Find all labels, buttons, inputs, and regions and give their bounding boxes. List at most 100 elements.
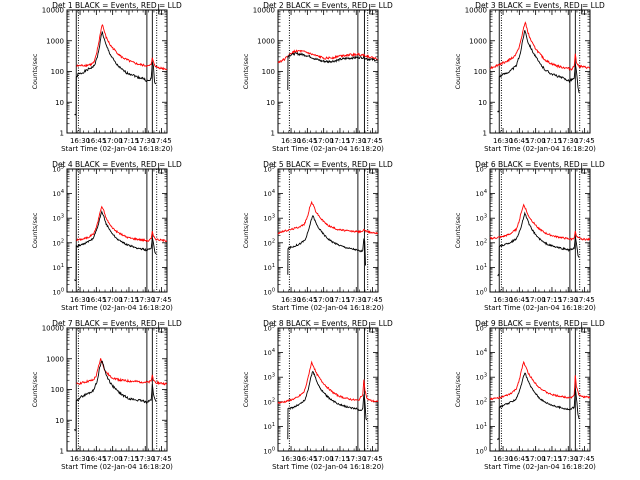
x-tick-label: 17:15 xyxy=(119,137,139,145)
y-tick-label: 104 xyxy=(264,189,275,198)
y-tick-label: 1 xyxy=(60,130,64,138)
series-events-line xyxy=(74,360,157,432)
y-tick-label: 1000 xyxy=(46,355,64,363)
x-axis-label: Start Time (02-Jan-04 16:18:20) xyxy=(484,304,596,312)
y-tick-label: 105 xyxy=(53,165,64,174)
y-tick-label: 103 xyxy=(53,214,64,223)
panel-det-8: Det 8 BLACK = Events, RED = LLD Counts/se… xyxy=(242,319,393,471)
x-tick-label: 16:45 xyxy=(86,296,106,304)
y-tick-label: 102 xyxy=(476,397,487,406)
y-tick-label: 1 xyxy=(483,130,487,138)
x-tick-label: 17:00 xyxy=(314,137,334,145)
y-tick-label: 1 xyxy=(60,448,64,456)
x-tick-label: 16:30 xyxy=(493,296,513,304)
plot-frame xyxy=(277,327,379,452)
panel-det-6: Det 6 BLACK = Events, RED = LLD Counts/se… xyxy=(454,160,605,312)
series-lld-line xyxy=(76,358,168,386)
y-tick-label: 10000 xyxy=(253,7,275,15)
x-tick-label: 17:45 xyxy=(574,455,594,463)
x-axis-label: Start Time (02-Jan-04 16:18:20) xyxy=(272,304,384,312)
x-axis-label: Start Time (02-Jan-04 16:18:20) xyxy=(61,304,173,312)
x-tick-label: 17:45 xyxy=(362,296,382,304)
series-lld-line xyxy=(489,360,590,401)
x-tick-label: 17:45 xyxy=(151,137,171,145)
panel-title: Det 5 BLACK = Events, RED = LLD xyxy=(263,160,393,169)
plot-frame xyxy=(277,9,379,134)
x-tick-label: 17:15 xyxy=(542,296,562,304)
x-tick-label: 17:30 xyxy=(346,137,366,145)
x-tick-label: 17:00 xyxy=(526,455,546,463)
x-tick-label: 17:00 xyxy=(526,296,546,304)
panel-title: Det 2 BLACK = Events, RED = LLD xyxy=(263,1,393,10)
x-axis-label: Start Time (02-Jan-04 16:18:20) xyxy=(61,463,173,471)
y-axis-label: Counts/sec xyxy=(31,212,39,248)
x-tick-label: 16:30 xyxy=(70,296,90,304)
y-tick-label: 10 xyxy=(266,99,275,107)
y-tick-label: 104 xyxy=(264,348,275,357)
x-tick-label: 16:30 xyxy=(281,137,301,145)
series-events-line xyxy=(74,210,157,282)
y-axis-label: Counts/sec xyxy=(31,53,39,89)
interval-bracket xyxy=(369,4,375,15)
series-lld-line xyxy=(76,205,167,243)
y-tick-label: 100 xyxy=(264,447,275,456)
x-tick-label: 17:00 xyxy=(526,137,546,145)
y-tick-label: 102 xyxy=(264,238,275,247)
y-tick-label: 100 xyxy=(264,288,275,297)
y-tick-label: 104 xyxy=(476,348,487,357)
series-events-line xyxy=(287,52,379,91)
x-tick-label: 16:30 xyxy=(493,137,513,145)
x-tick-label: 16:45 xyxy=(297,296,317,304)
x-tick-label: 16:30 xyxy=(493,455,513,463)
panel-title: Det 4 BLACK = Events, RED = LLD xyxy=(52,160,182,169)
x-tick-label: 17:15 xyxy=(330,137,350,145)
y-axis-label: Counts/sec xyxy=(454,371,462,407)
panel-title: Det 1 BLACK = Events, RED = LLD xyxy=(52,1,182,10)
y-tick-label: 105 xyxy=(264,324,275,333)
y-tick-label: 101 xyxy=(476,263,487,272)
x-tick-label: 17:15 xyxy=(119,296,139,304)
y-tick-label: 10 xyxy=(55,99,64,107)
x-axis-label: Start Time (02-Jan-04 16:18:20) xyxy=(484,145,596,153)
x-axis-label: Start Time (02-Jan-04 16:18:20) xyxy=(272,463,384,471)
panel-title: Det 3 BLACK = Events, RED = LLD xyxy=(475,1,605,10)
y-tick-label: 100 xyxy=(262,68,275,76)
panel-det-9: Det 9 BLACK = Events, RED = LLD Counts/se… xyxy=(454,319,605,471)
y-tick-label: 103 xyxy=(264,373,275,382)
x-tick-label: 17:45 xyxy=(362,137,382,145)
panel-title: Det 8 BLACK = Events, RED = LLD xyxy=(263,319,393,328)
x-axis-label: Start Time (02-Jan-04 16:18:20) xyxy=(484,463,596,471)
plot-frame xyxy=(489,168,591,293)
y-tick-label: 101 xyxy=(476,422,487,431)
y-tick-label: 100 xyxy=(53,288,64,297)
plot-frame xyxy=(489,327,591,452)
x-tick-label: 17:30 xyxy=(346,296,366,304)
x-tick-label: 17:15 xyxy=(330,455,350,463)
x-tick-label: 16:45 xyxy=(509,296,529,304)
x-tick-label: 16:30 xyxy=(281,296,301,304)
x-tick-label: 16:45 xyxy=(86,137,106,145)
y-axis-label: Counts/sec xyxy=(454,53,462,89)
series-events-line xyxy=(497,30,580,113)
series-lld-line xyxy=(277,49,379,64)
y-axis-label: Counts/sec xyxy=(242,53,250,89)
x-tick-label: 17:30 xyxy=(135,137,155,145)
x-tick-label: 17:30 xyxy=(558,296,578,304)
x-axis-label: Start Time (02-Jan-04 16:18:20) xyxy=(61,145,173,153)
y-tick-label: 103 xyxy=(264,214,275,223)
interval-bracket xyxy=(158,163,164,174)
x-tick-label: 17:00 xyxy=(103,137,123,145)
y-tick-label: 1000 xyxy=(257,37,275,45)
y-axis-label: Counts/sec xyxy=(242,212,250,248)
y-tick-label: 1 xyxy=(271,130,275,138)
x-tick-label: 17:15 xyxy=(542,455,562,463)
x-axis-label: Start Time (02-Jan-04 16:18:20) xyxy=(272,145,384,153)
x-tick-label: 16:45 xyxy=(509,455,529,463)
series-events-line xyxy=(497,372,580,441)
interval-bracket xyxy=(581,322,587,333)
series-lld-line xyxy=(76,23,168,71)
y-tick-label: 103 xyxy=(476,373,487,382)
plot-frame xyxy=(277,168,379,293)
y-tick-label: 101 xyxy=(264,422,275,431)
